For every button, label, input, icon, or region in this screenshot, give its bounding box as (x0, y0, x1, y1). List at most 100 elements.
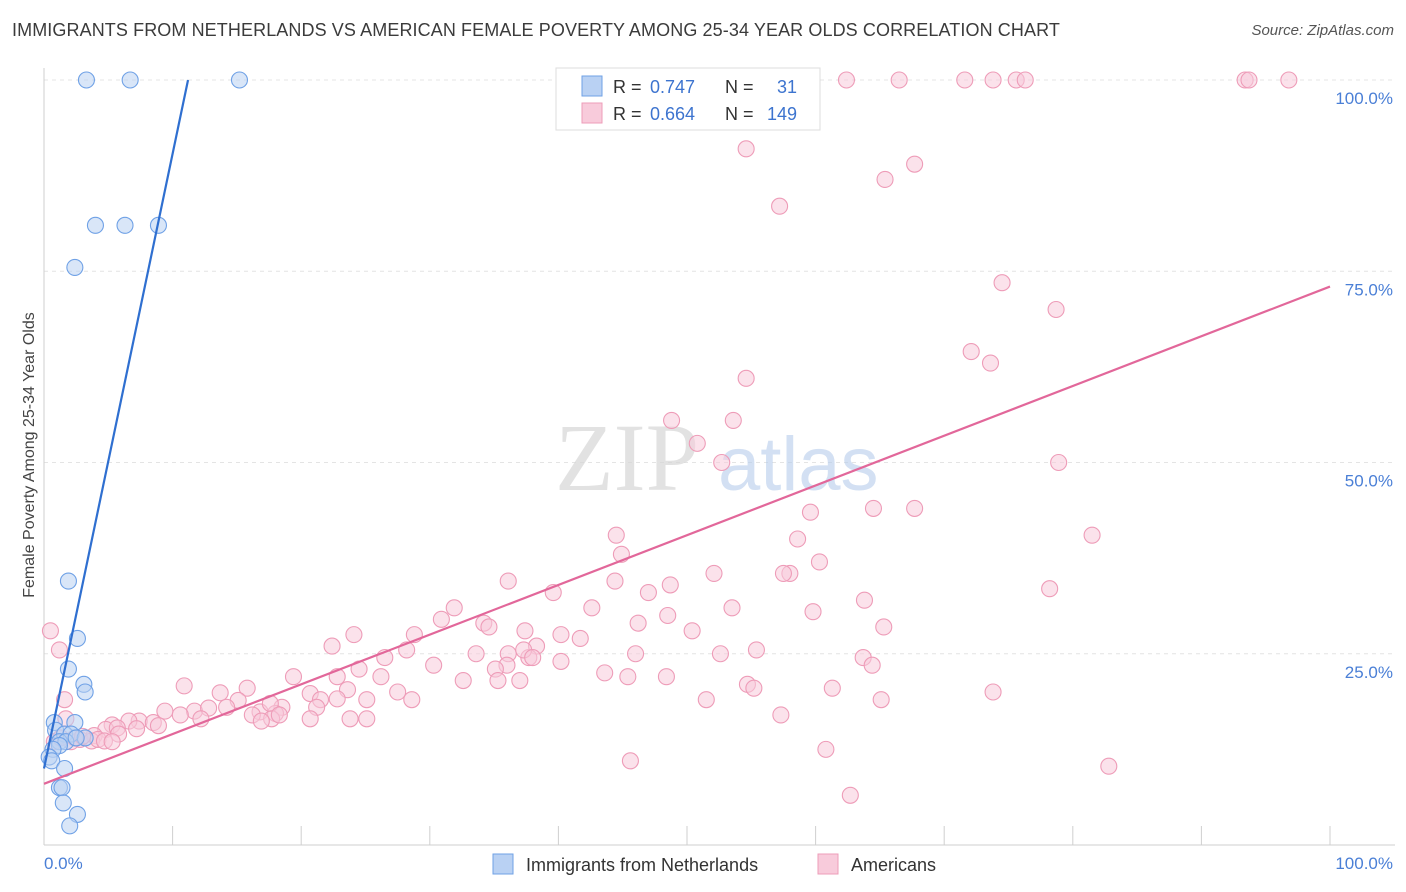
point-netherlands (53, 779, 71, 797)
point-americans (723, 599, 741, 617)
point-americans (981, 354, 1000, 372)
point-americans (41, 622, 59, 640)
point-netherlands (61, 817, 79, 835)
point-americans (128, 720, 146, 738)
point-americans (688, 434, 706, 452)
stats-legend: R = 0.747 N = 31 R = 0.664 N = 149 (555, 67, 821, 131)
point-americans (697, 691, 715, 709)
point-americans (516, 622, 534, 640)
point-americans (657, 668, 675, 686)
point-americans (328, 690, 346, 708)
bottom-legend-label-americans: Americans (851, 855, 936, 875)
point-americans (804, 603, 822, 621)
x-tick-label: 0.0% (44, 854, 83, 873)
chart-title: IMMIGRANTS FROM NETHERLANDS VS AMERICAN … (12, 20, 1060, 40)
point-netherlands (121, 71, 139, 89)
bottom-legend-label-netherlands: Immigrants from Netherlands (526, 855, 758, 875)
point-americans (571, 629, 589, 648)
point-americans (855, 591, 874, 609)
point-americans (774, 564, 793, 582)
point-americans (323, 637, 341, 655)
point-americans (489, 671, 507, 690)
point-americans (284, 668, 303, 686)
point-americans (607, 526, 625, 544)
point-americans (175, 677, 193, 695)
point-americans (238, 679, 256, 697)
point-americans (801, 503, 820, 521)
axes (43, 68, 1395, 846)
x-tick-label: 100.0% (1335, 854, 1393, 873)
point-americans (841, 786, 859, 804)
point-americans (1083, 526, 1101, 544)
point-netherlands (68, 629, 86, 648)
y-tick-label: 100.0% (1335, 89, 1393, 108)
x-tick-labels: 0.0% 100.0% (44, 854, 1393, 873)
point-americans (524, 649, 542, 667)
legend-r-value-1: 0.747 (650, 77, 695, 97)
point-americans (445, 599, 463, 617)
point-americans (906, 499, 924, 517)
point-americans (467, 645, 485, 663)
point-americans (480, 618, 498, 636)
point-americans (705, 564, 723, 582)
point-americans (817, 740, 835, 758)
y-tick-label: 25.0% (1345, 663, 1393, 682)
point-americans (341, 710, 359, 728)
legend-r-label-1: R = (613, 77, 642, 97)
y-tick-label: 50.0% (1345, 472, 1393, 491)
series-legend: Immigrants from Netherlands Americans (492, 853, 936, 875)
point-americans (432, 610, 450, 628)
point-americans (358, 691, 376, 709)
point-americans (301, 710, 319, 728)
point-americans (810, 553, 829, 571)
point-americans (962, 343, 980, 361)
point-americans (192, 710, 210, 728)
point-americans (906, 155, 924, 173)
point-americans (621, 752, 639, 770)
point-americans (56, 691, 74, 709)
point-americans (50, 641, 68, 659)
y-tick-labels: 25.0% 50.0% 75.0% 100.0% (1335, 89, 1393, 682)
point-americans (606, 572, 624, 590)
point-americans (389, 683, 407, 701)
point-americans (1050, 453, 1068, 472)
point-americans (713, 453, 731, 472)
point-americans (863, 656, 881, 674)
point-americans (1047, 300, 1065, 319)
point-americans (711, 645, 729, 663)
trendline-americans (43, 285, 1331, 785)
legend-n-label-2: N = (725, 104, 754, 124)
point-americans (627, 645, 645, 663)
point-americans (872, 691, 890, 709)
trend-lines (42, 79, 1331, 785)
point-americans (993, 274, 1011, 292)
point-americans (1041, 580, 1059, 598)
legend-swatch-netherlands (581, 75, 603, 97)
point-americans (270, 706, 288, 724)
point-americans (956, 71, 974, 89)
point-netherlands (67, 729, 85, 747)
point-americans (772, 706, 790, 724)
data-points (40, 71, 1298, 835)
y-axis-label: Female Poverty Among 25-34 Year Olds (21, 312, 38, 598)
point-americans (876, 170, 894, 188)
point-americans (211, 684, 229, 702)
point-americans (639, 583, 657, 602)
point-americans (454, 671, 472, 690)
point-americans (864, 499, 883, 517)
point-netherlands (43, 752, 61, 770)
legend-r-value-2: 0.664 (650, 104, 695, 124)
point-netherlands (77, 71, 95, 89)
trendline-netherlands (42, 79, 190, 769)
point-americans (103, 733, 121, 751)
point-americans (789, 530, 807, 548)
point-americans (499, 572, 517, 590)
point-americans (984, 71, 1002, 89)
point-americans (1280, 71, 1298, 89)
point-americans (171, 706, 189, 724)
point-americans (1100, 757, 1118, 775)
point-netherlands (76, 683, 94, 701)
legend-n-value-2: 149 (767, 104, 797, 124)
point-americans (425, 656, 443, 674)
point-netherlands (66, 258, 84, 276)
